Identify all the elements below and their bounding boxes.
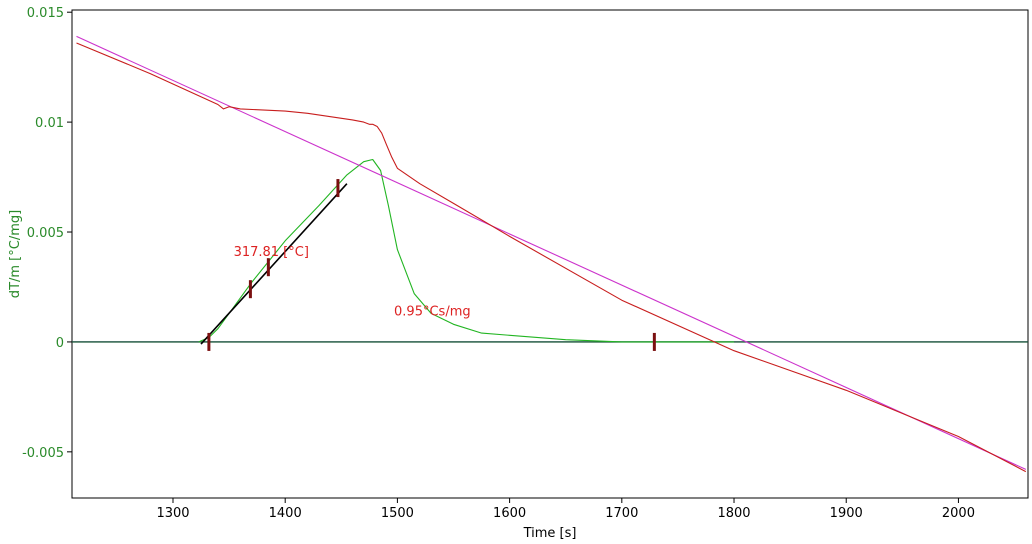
- y-tick-label: 0.005: [27, 226, 64, 241]
- y-tick-label: -0.005: [22, 446, 64, 461]
- x-axis-label: Time [s]: [523, 526, 577, 541]
- x-tick-label: 1600: [493, 506, 526, 521]
- annotation-label: 317.81 [°C]: [234, 245, 309, 260]
- annotation-label: 0.95°Cs/mg: [394, 305, 471, 320]
- annotation-layer: 317.81 [°C] 0.95°Cs/mg: [234, 245, 471, 319]
- y-tick-label: 0: [56, 336, 64, 351]
- y-axis-label: dT/m [°C/mg]: [8, 210, 23, 298]
- plot-frame: [71, 9, 1029, 499]
- series-line-tangent: [200, 183, 348, 345]
- x-tick-label: 1500: [381, 506, 414, 521]
- x-tick-label: 1400: [269, 506, 302, 521]
- x-tick-label: 2000: [942, 506, 975, 521]
- x-tick-label: 1800: [717, 506, 750, 521]
- x-tick-label: 1700: [605, 506, 638, 521]
- series-layer: [72, 35, 1028, 473]
- x-tick-label: 1300: [156, 506, 189, 521]
- tick-layer: 1300 1400 1500 1600 1700 1800 1900 2000 0.015 0.0…: [22, 6, 975, 521]
- series-line-red-curve: [76, 42, 1027, 473]
- series-line-magenta-curve: [76, 35, 1027, 470]
- x-tick-label: 1900: [830, 506, 863, 521]
- y-tick-label: 0.015: [27, 6, 64, 21]
- marker-layer: [207, 179, 656, 351]
- series-line-green-curve: [198, 158, 734, 343]
- y-tick-label: 0.01: [35, 116, 64, 131]
